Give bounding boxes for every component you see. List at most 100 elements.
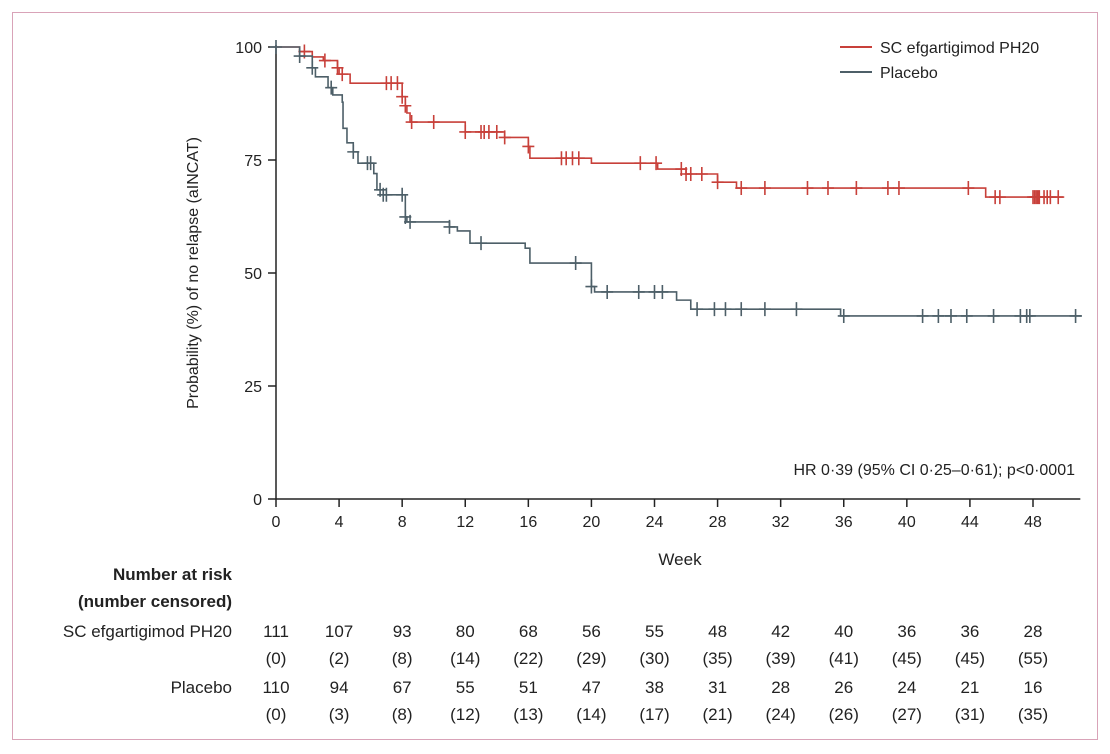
censor-mark bbox=[1023, 308, 1036, 323]
y-tick-label: 50 bbox=[244, 266, 262, 283]
censor-mark bbox=[691, 302, 704, 317]
censored-count: (8) bbox=[392, 649, 413, 668]
at-risk-count: 26 bbox=[834, 678, 853, 697]
censor-mark bbox=[837, 308, 850, 323]
risk-table-subtitle: (number censored) bbox=[78, 592, 232, 611]
censored-count: (22) bbox=[513, 649, 543, 668]
censor-mark bbox=[347, 144, 360, 159]
censored-count: (13) bbox=[513, 705, 543, 724]
x-tick-label: 28 bbox=[709, 514, 727, 531]
legend-label-efgartigimod: SC efgartigimod PH20 bbox=[880, 40, 1039, 57]
censored-count: (27) bbox=[892, 705, 922, 724]
censor-mark bbox=[916, 308, 929, 323]
legend-label-placebo: Placebo bbox=[880, 65, 938, 82]
x-tick-label: 32 bbox=[772, 514, 790, 531]
censor-mark bbox=[1052, 190, 1065, 205]
survival-curve-efgartigimod bbox=[276, 46, 1063, 198]
at-risk-count: 111 bbox=[263, 622, 289, 641]
censor-mark bbox=[427, 115, 440, 130]
x-tick-label: 0 bbox=[272, 514, 281, 531]
censor-mark bbox=[522, 139, 535, 154]
censored-count: (24) bbox=[766, 705, 796, 724]
censor-mark bbox=[790, 302, 803, 317]
censor-mark bbox=[944, 308, 957, 323]
x-tick-label: 4 bbox=[335, 514, 344, 531]
censor-mark bbox=[708, 302, 721, 317]
y-tick-label: 25 bbox=[244, 379, 262, 396]
censor-mark bbox=[325, 80, 338, 95]
censor-mark bbox=[405, 115, 418, 130]
censor-mark bbox=[962, 181, 975, 196]
legend: SC efgartigimod PH20 Placebo bbox=[840, 40, 1039, 82]
y-tick-label: 0 bbox=[253, 492, 262, 509]
censored-count: (29) bbox=[576, 649, 606, 668]
censor-mark bbox=[719, 302, 732, 317]
at-risk-count: 42 bbox=[771, 622, 790, 641]
y-axis-label: Probability (%) of no relapse (aINCAT) bbox=[185, 137, 202, 409]
censored-count: (30) bbox=[639, 649, 669, 668]
at-risk-count: 80 bbox=[456, 622, 475, 641]
curves bbox=[270, 40, 1082, 323]
at-risk-count: 36 bbox=[897, 622, 916, 641]
at-risk-count: 21 bbox=[960, 678, 979, 697]
x-tick-label: 36 bbox=[835, 514, 853, 531]
censor-mark bbox=[601, 284, 614, 299]
censor-mark bbox=[821, 181, 834, 196]
censored-count: (14) bbox=[450, 649, 480, 668]
censored-count: (8) bbox=[392, 705, 413, 724]
censor-mark bbox=[572, 151, 585, 166]
censored-count: (12) bbox=[450, 705, 480, 724]
censor-mark bbox=[498, 130, 511, 145]
at-risk-count: 38 bbox=[645, 678, 664, 697]
censor-mark bbox=[634, 156, 647, 171]
at-risk-count: 40 bbox=[834, 622, 853, 641]
x-tick-label: 48 bbox=[1024, 514, 1042, 531]
censor-mark bbox=[399, 98, 412, 113]
censored-count: (0) bbox=[266, 649, 287, 668]
censor-mark bbox=[293, 49, 306, 64]
censor-mark bbox=[475, 236, 488, 251]
risk-table-title: Number at risk bbox=[113, 565, 233, 584]
at-risk-count: 31 bbox=[708, 678, 727, 697]
at-risk-count: 94 bbox=[330, 678, 349, 697]
censor-mark bbox=[993, 190, 1006, 205]
censor-mark bbox=[459, 124, 472, 139]
at-risk-count: 55 bbox=[456, 678, 475, 697]
risk-table: Number at risk (number censored) SC efga… bbox=[63, 565, 1048, 724]
censored-count: (17) bbox=[639, 705, 669, 724]
censor-mark bbox=[735, 302, 748, 317]
censored-count: (0) bbox=[266, 705, 287, 724]
censor-mark bbox=[318, 53, 331, 68]
x-tick-label: 40 bbox=[898, 514, 916, 531]
censor-mark bbox=[758, 181, 771, 196]
censor-mark bbox=[987, 308, 1000, 323]
at-risk-count: 68 bbox=[519, 622, 538, 641]
censor-mark bbox=[711, 175, 724, 190]
at-risk-count: 56 bbox=[582, 622, 601, 641]
censor-mark bbox=[850, 181, 863, 196]
x-axis-label: Week bbox=[658, 550, 702, 569]
at-risk-count: 51 bbox=[519, 678, 538, 697]
risk-row-label: Placebo bbox=[171, 678, 232, 697]
at-risk-count: 47 bbox=[582, 678, 601, 697]
at-risk-count: 67 bbox=[393, 678, 412, 697]
censored-count: (45) bbox=[955, 649, 985, 668]
at-risk-count: 24 bbox=[897, 678, 916, 697]
censored-count: (26) bbox=[829, 705, 859, 724]
censor-mark bbox=[881, 181, 894, 196]
censor-mark bbox=[490, 124, 503, 139]
censor-mark bbox=[656, 284, 669, 299]
censored-count: (31) bbox=[955, 705, 985, 724]
censor-mark bbox=[404, 214, 417, 229]
at-risk-count: 110 bbox=[262, 678, 289, 697]
censor-mark bbox=[306, 60, 319, 75]
at-risk-count: 28 bbox=[1024, 622, 1043, 641]
censor-mark bbox=[569, 256, 582, 271]
y-tick-label: 75 bbox=[244, 153, 262, 170]
at-risk-count: 107 bbox=[325, 622, 353, 641]
censored-count: (55) bbox=[1018, 649, 1048, 668]
figure-frame bbox=[12, 12, 1098, 740]
at-risk-count: 93 bbox=[393, 622, 412, 641]
